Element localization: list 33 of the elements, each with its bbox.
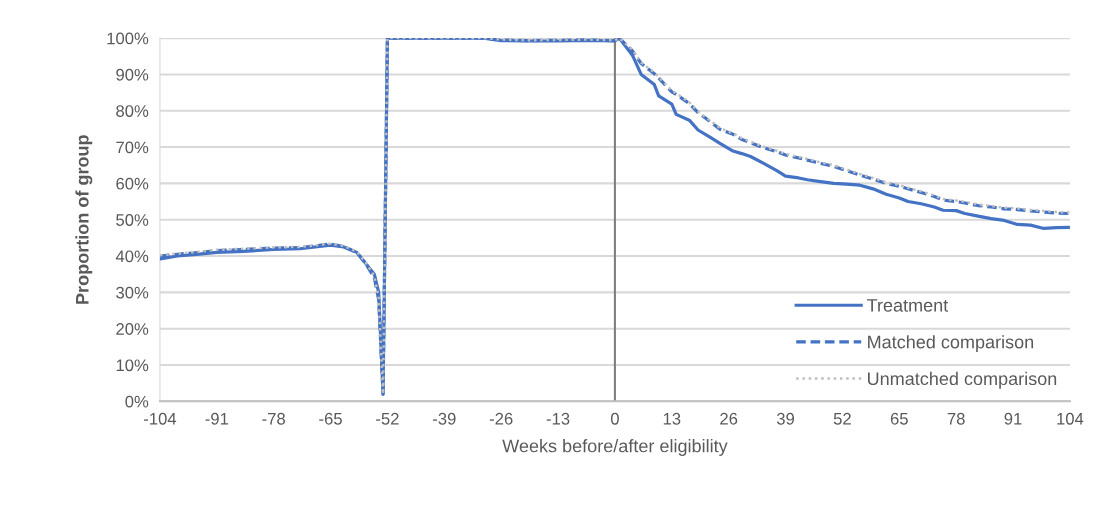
x-tick-label: 104 [1057, 412, 1084, 425]
y-tick-label: 0% [125, 395, 149, 408]
legend-label: Treatment [867, 299, 949, 312]
x-tick-label: -91 [205, 412, 229, 425]
x-tick-label: -39 [433, 412, 456, 425]
x-tick-label: 13 [663, 412, 681, 425]
x-tick-label: 91 [1004, 412, 1022, 425]
x-tick-label: 26 [720, 412, 738, 425]
y-tick-label: 60% [116, 177, 149, 190]
x-tick-label: -104 [144, 412, 177, 425]
x-tick-label: 39 [776, 412, 795, 425]
x-tick-label: -52 [376, 412, 399, 425]
y-tick-label: 10% [116, 359, 149, 372]
x-tick-label: -26 [489, 412, 513, 425]
y-tick-label: 90% [116, 68, 149, 81]
y-tick-label: 100% [107, 32, 149, 45]
legend-label: Matched comparison [868, 335, 1034, 352]
legend-label: Unmatched comparison [868, 371, 1057, 389]
y-axis-title: Proportion of group [75, 135, 93, 304]
y-tick-label: 40% [115, 250, 149, 263]
x-tick-label: -78 [262, 412, 285, 425]
x-tick-label: 78 [947, 412, 965, 425]
y-tick-label: 80% [116, 105, 149, 117]
y-tick-label: 50% [116, 214, 149, 226]
x-axis-title: Weeks before/after eligibility [502, 439, 728, 456]
y-tick-label: 20% [116, 323, 149, 335]
x-tick-label: -13 [546, 412, 570, 425]
x-tick-label: 65 [890, 412, 908, 425]
x-tick-label: 0 [610, 412, 619, 425]
y-tick-label: 30% [116, 286, 149, 299]
x-tick-label: -65 [319, 412, 342, 425]
x-tick-label: 52 [833, 412, 851, 425]
y-tick-label: 70% [116, 141, 149, 154]
